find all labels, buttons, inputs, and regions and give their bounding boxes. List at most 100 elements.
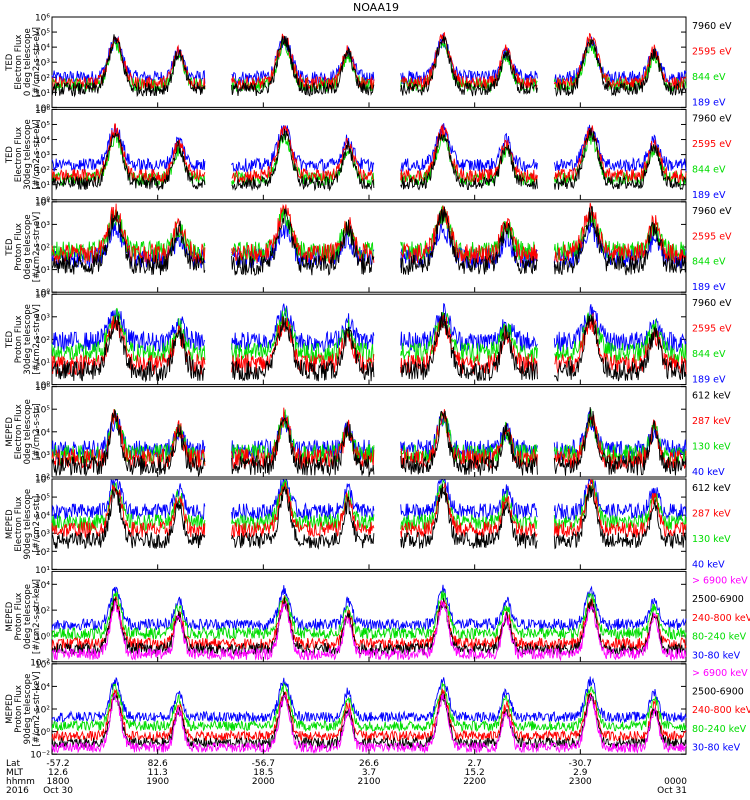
y-tick-label: 10⁶ <box>35 660 50 670</box>
legend-2500-6900: 2500-6900 <box>692 594 744 605</box>
y-axis-label: Electron Flux <box>14 404 24 459</box>
y-tick-label: 10⁰ <box>35 196 50 206</box>
legend-2595-ev: 2595 eV <box>692 139 732 150</box>
x-tick-label: 2000 <box>252 777 275 787</box>
y-tick-label: 10⁵ <box>35 494 50 504</box>
y-tick-label: 10⁶ <box>35 383 50 393</box>
panel-frame <box>51 16 687 108</box>
series-612-kev <box>51 407 687 478</box>
y-tick-label: 10¹ <box>35 181 50 191</box>
panel-ted-e-30: 10⁶ 10⁵ 10⁴ 10³ 10² 10¹ 10⁰ TED Electron Flux 30d… <box>5 106 732 206</box>
series-2595-ev <box>51 202 687 265</box>
legend-40-kev: 40 keV <box>692 559 725 570</box>
series-80-240-kev <box>51 682 687 733</box>
legend-2595-ev: 2595 eV <box>692 46 732 57</box>
series-612-kev <box>51 483 687 550</box>
y-tick-label: 10⁴ <box>35 44 50 54</box>
y-axis-label: MEPED <box>5 416 15 446</box>
panel-ted-p-0: 10⁴ 10³ 10² 10¹ 10⁰ TED Proton Flux 0deg telesc… <box>5 198 732 298</box>
legend-844-ev: 844 eV <box>692 257 726 268</box>
y-tick-label: 10⁰ <box>35 381 50 391</box>
y-tick-label: 10² <box>35 607 50 617</box>
y-axis-label: [#/cm2-s-str] <box>32 496 42 553</box>
y-tick-label: 10⁴ <box>35 683 50 693</box>
x-tick-label: 18.5 <box>253 768 273 778</box>
x-tick-label: 12.6 <box>48 768 68 778</box>
x-tick-label: 26.6 <box>359 759 379 769</box>
y-tick-label: 10² <box>35 706 50 716</box>
y-axis-label: TED <box>5 146 15 165</box>
legend-30-80-kev: 30-80 keV <box>692 743 741 754</box>
y-tick-label: 10³ <box>35 151 50 161</box>
y-axis-label: [#/cm2-s-str-keV] <box>32 579 42 654</box>
y-tick-label: 10⁰ <box>35 289 50 299</box>
y-tick-label: 10² <box>35 244 50 254</box>
y-axis-label: 30deg telescope <box>23 119 33 190</box>
panel-ted-p-30: 10⁴ 10³ 10² 10¹ 10⁰ TED Proton Flux 30deg teles… <box>5 291 732 391</box>
series-80-240-kev <box>51 590 687 641</box>
series--6900-kev <box>51 693 687 755</box>
panel-meped-e-90: 10⁶ 10⁵ 10⁴ 10³ 10² 10¹ MEPED Electron Flux 90de… <box>5 476 731 576</box>
series-30-80-kev <box>51 676 687 724</box>
legend-7960-ev: 7960 eV <box>692 21 732 32</box>
y-tick-label: 10¹ <box>35 566 50 576</box>
x-tick-label: 15.2 <box>465 768 485 778</box>
panel-meped-p-0: 10⁴ 10² 10⁰ 10⁻² MEPED Proton Flux 0deg telesc… <box>5 570 750 668</box>
legend--6900-kev: > 6900 keV <box>692 575 748 586</box>
y-tick-label: 10⁰ <box>35 632 50 642</box>
legend-2595-ev: 2595 eV <box>692 231 732 242</box>
legend-287-kev: 287 keV <box>692 508 731 519</box>
panel-meped-e-0: 10⁶ 10⁵ 10⁴ 10³ 10² MEPED Electron Flux 0deg te… <box>5 383 731 483</box>
x-tick-label: 2200 <box>463 777 486 787</box>
y-tick-label: 10⁶ <box>35 14 50 24</box>
y-tick-label: 10³ <box>35 313 50 323</box>
y-tick-label: 10³ <box>35 59 50 69</box>
series-130-kev <box>51 408 687 466</box>
legend-189-ev: 189 eV <box>692 97 726 108</box>
legend-189-ev: 189 eV <box>692 190 726 201</box>
series-2595-ev <box>51 313 687 376</box>
x-tick-label: 1800 <box>47 777 70 787</box>
series-7960-ev <box>51 127 687 192</box>
x-tick-label: 82.6 <box>148 759 168 769</box>
x-tick-label: 2.9 <box>573 768 588 778</box>
x-tick-label: -56.7 <box>252 759 275 769</box>
x-tick-label: 1900 <box>146 777 169 787</box>
legend-7960-ev: 7960 eV <box>692 298 732 309</box>
x-row-label-2016: 2016 <box>6 786 29 796</box>
y-axis-label: Proton Flux <box>14 593 24 641</box>
y-tick-label: 10² <box>35 336 50 346</box>
y-axis-label: [#/cm2-s-str-eV] <box>32 212 42 282</box>
series--6900-kev <box>51 600 687 662</box>
y-tick-label: 10⁰ <box>35 104 50 114</box>
y-tick-label: 10⁴ <box>35 291 50 301</box>
y-axis-label: TED <box>5 330 15 349</box>
legend-189-ev: 189 eV <box>692 282 726 293</box>
y-tick-label: 10⁵ <box>35 406 50 416</box>
y-axis-label: 0 deg telescope <box>23 28 33 96</box>
y-axis-label: 0deg telescope <box>23 214 33 279</box>
y-axis-label: [#/cm2-s-str-eV] <box>32 119 42 189</box>
x-tick-label: 2100 <box>358 777 381 787</box>
legend-7960-ev: 7960 eV <box>692 113 732 124</box>
x-row-label-lat: Lat <box>6 759 21 769</box>
legend-240-800-kev: 240-800 keV <box>692 613 750 624</box>
x-tick-label: 11.3 <box>148 768 168 778</box>
legend-844-ev: 844 eV <box>692 72 726 83</box>
series-2595-ev <box>51 31 687 92</box>
legend-612-kev: 612 keV <box>692 391 731 402</box>
series-7960-ev <box>51 206 687 276</box>
series-40-kev <box>51 478 687 522</box>
x-tick-label: Oct 30 <box>43 786 73 796</box>
y-tick-label: 10³ <box>35 530 50 540</box>
panel-ted-e-0: 10⁶ 10⁵ 10⁴ 10³ 10² 10¹ 10⁰ TED Electron Flux 0 d… <box>5 14 732 114</box>
y-axis-label: Electron Flux <box>14 35 24 90</box>
y-tick-label: 10³ <box>35 221 50 231</box>
y-tick-label: 10¹ <box>35 359 50 369</box>
y-tick-label: 10⁻² <box>30 658 50 668</box>
y-tick-label: 10¹ <box>35 89 50 99</box>
legend-130-kev: 130 keV <box>692 534 731 545</box>
y-axis-label: Electron Flux <box>14 127 24 182</box>
